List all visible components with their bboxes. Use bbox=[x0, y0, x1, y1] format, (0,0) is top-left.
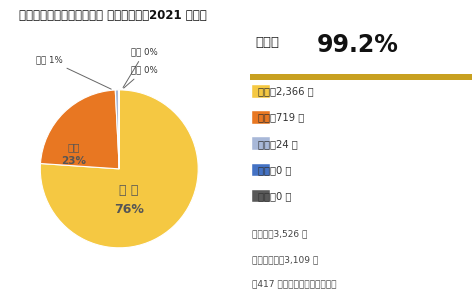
Text: 不快 0%: 不快 0% bbox=[123, 65, 158, 88]
Text: 満足度: 満足度 bbox=[255, 36, 278, 49]
Text: 99.2%: 99.2% bbox=[317, 33, 398, 57]
Text: 普通：24 件: 普通：24 件 bbox=[257, 139, 297, 149]
Text: 居住中ホームステージング 顧客満足度【2021 年度】: 居住中ホームステージング 顧客満足度【2021 年度】 bbox=[19, 9, 207, 22]
Text: 76%: 76% bbox=[114, 203, 143, 216]
Text: 23%: 23% bbox=[61, 156, 86, 166]
Text: 感心：719 件: 感心：719 件 bbox=[257, 112, 303, 123]
Text: （417 件記載なしのため無効）: （417 件記載なしのため無効） bbox=[251, 279, 336, 288]
Text: 不満：0 件: 不満：0 件 bbox=[257, 165, 290, 175]
Wedge shape bbox=[40, 90, 198, 248]
Wedge shape bbox=[40, 90, 119, 169]
Text: 普通 1%: 普通 1% bbox=[36, 55, 111, 89]
Text: 感 激: 感 激 bbox=[119, 184, 138, 197]
Text: 感激：2,366 件: 感激：2,366 件 bbox=[257, 86, 313, 97]
Text: 感心: 感心 bbox=[67, 142, 79, 152]
Text: 不満 0%: 不満 0% bbox=[123, 47, 158, 88]
Text: 実施数：3,526 件: 実施数：3,526 件 bbox=[251, 230, 307, 238]
Text: 有効回答数：3,109 件: 有効回答数：3,109 件 bbox=[251, 255, 317, 264]
Text: 不快：0 件: 不快：0 件 bbox=[257, 191, 290, 201]
Wedge shape bbox=[115, 90, 119, 169]
